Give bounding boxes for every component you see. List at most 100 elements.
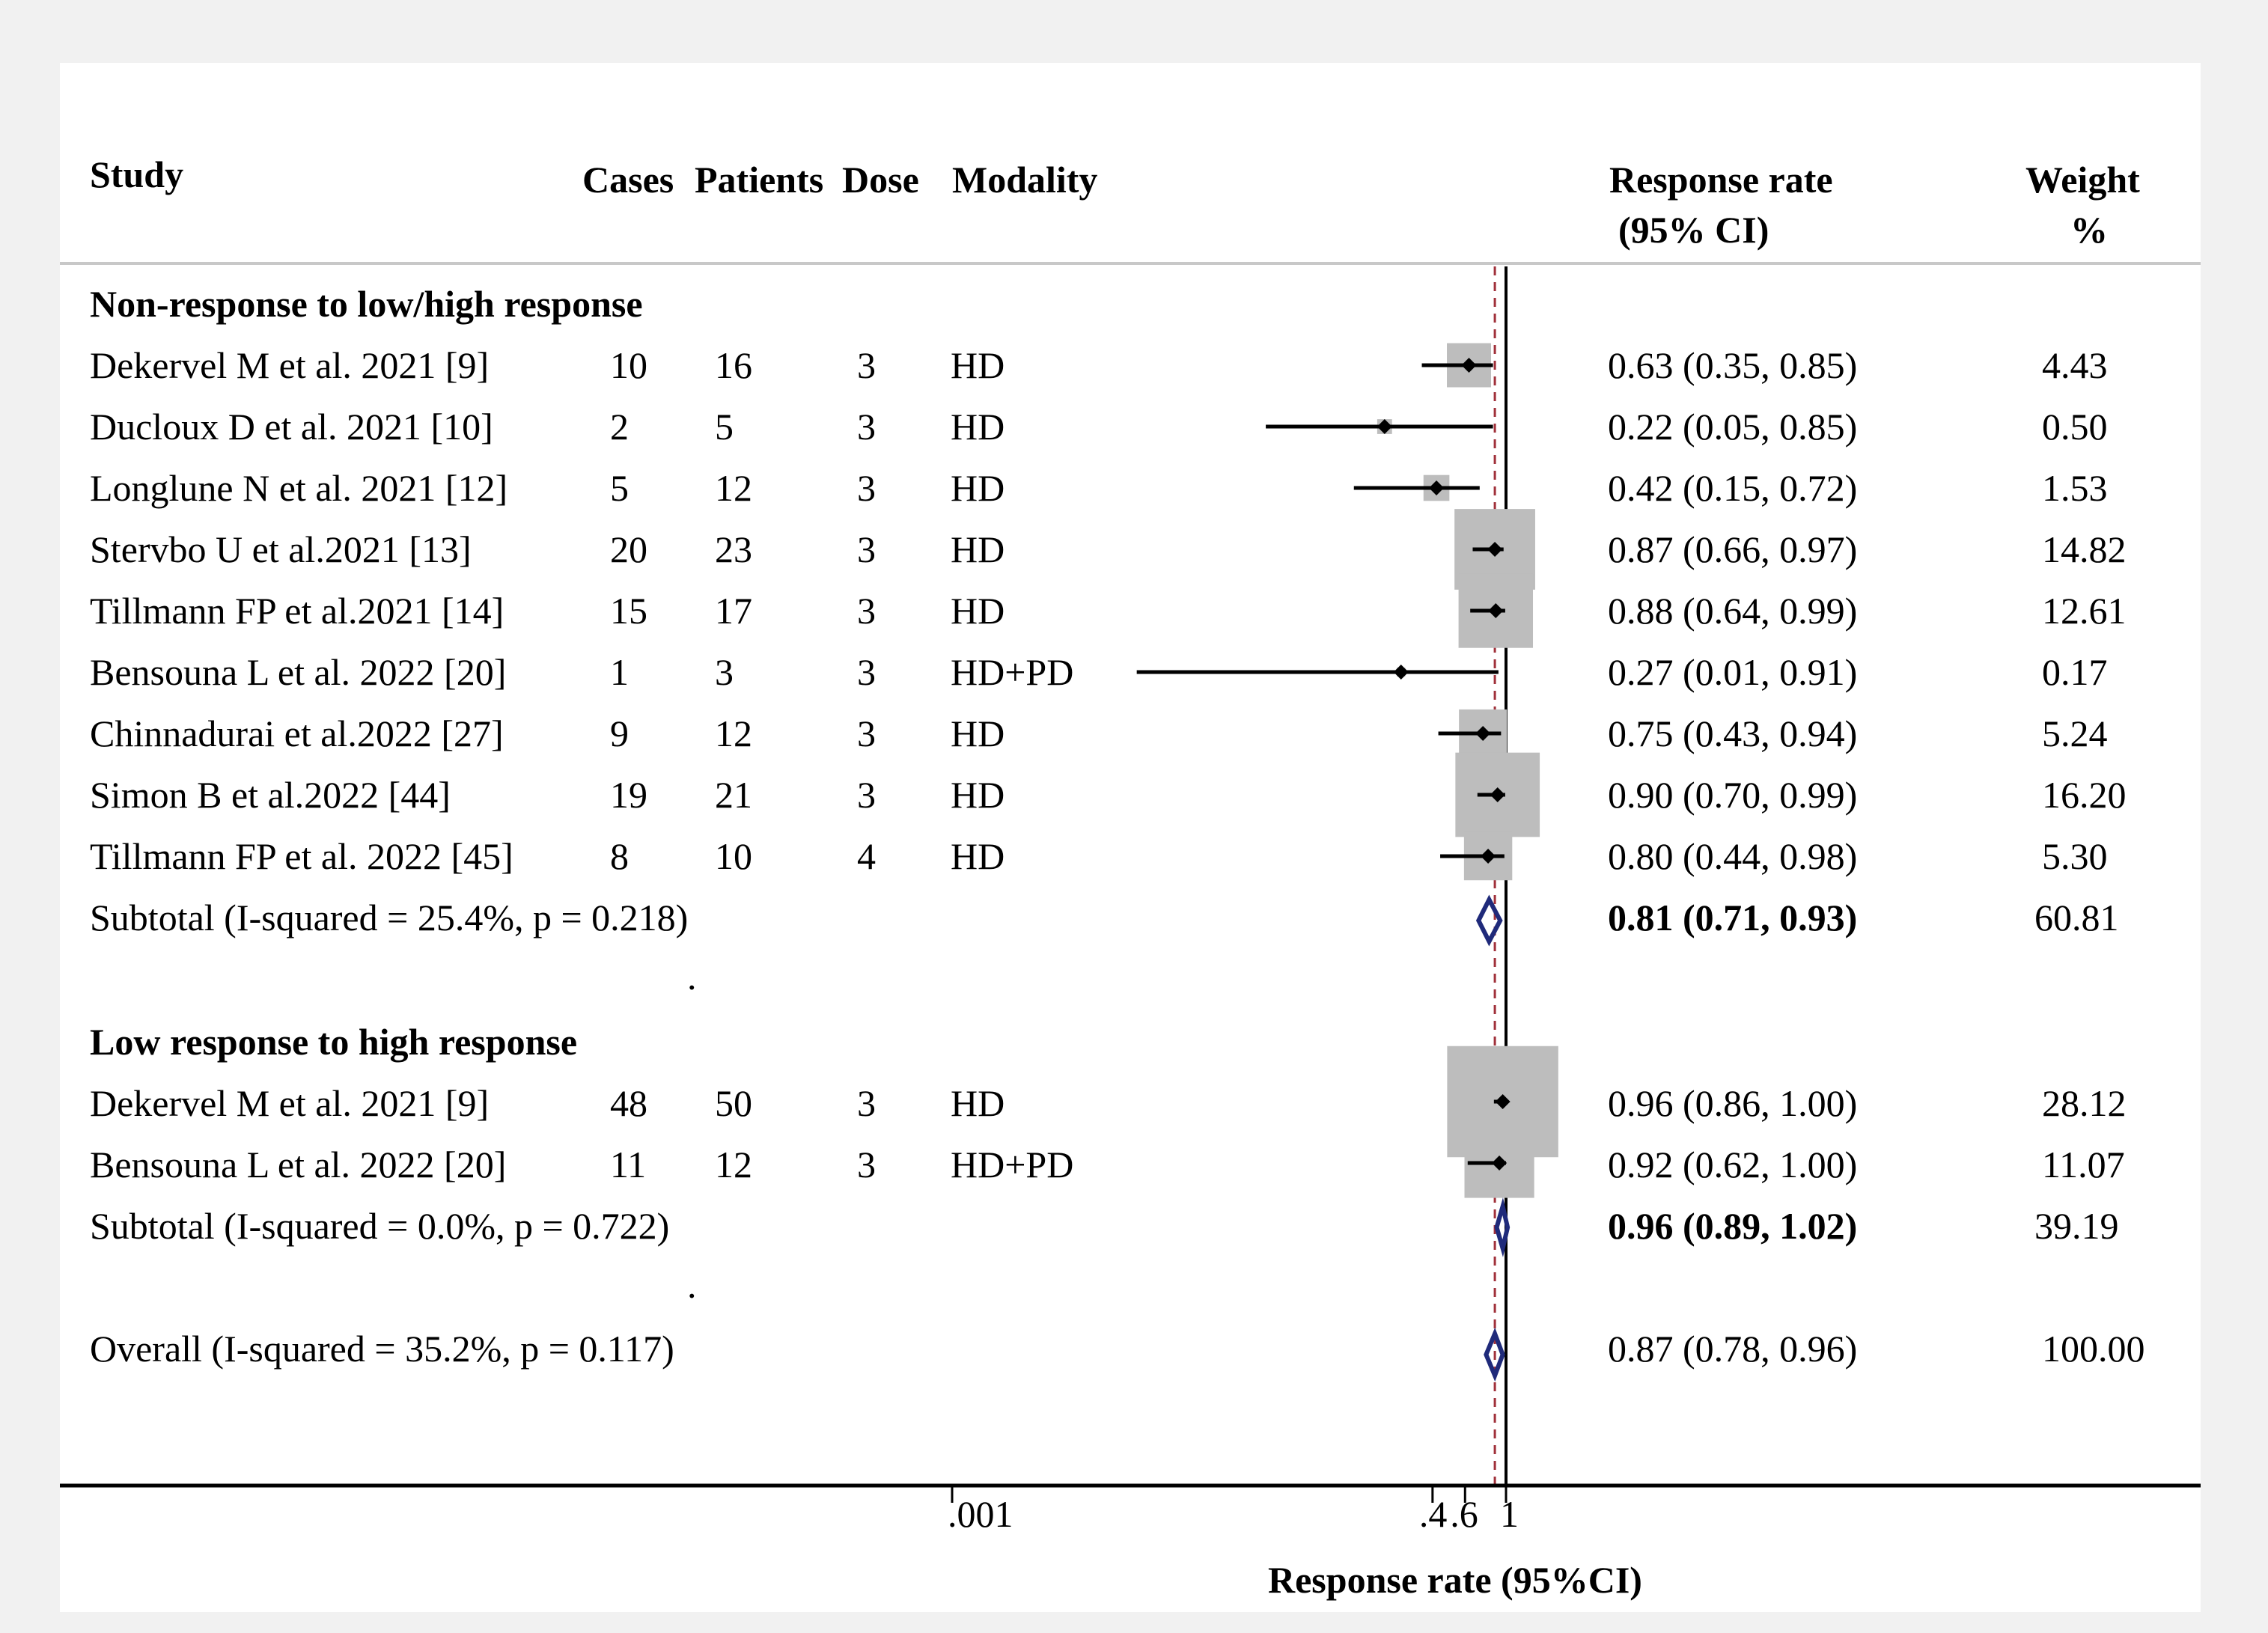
study-name: Dekervel M et al. 2021 [9] xyxy=(90,344,490,386)
study-weight: 11.07 xyxy=(2042,1144,2125,1185)
study-modality: HD+PD xyxy=(951,651,1074,693)
study-weight: 1.53 xyxy=(2042,467,2108,509)
study-weight: 0.50 xyxy=(2042,406,2108,448)
header-divider xyxy=(60,262,2201,265)
group-separator-dot: . xyxy=(687,1264,697,1306)
study-dose: 4 xyxy=(857,835,876,877)
study-ci: 0.92 (0.62, 1.00) xyxy=(1608,1144,1858,1185)
study-modality: HD xyxy=(951,835,1005,877)
study-dose: 3 xyxy=(857,467,876,509)
study-ci: 0.75 (0.43, 0.94) xyxy=(1608,712,1858,754)
group-separator-dot: . xyxy=(687,956,697,998)
study-modality: HD xyxy=(951,712,1005,754)
study-name: Dekervel M et al. 2021 [9] xyxy=(90,1082,490,1124)
header-patients: Patients xyxy=(695,159,824,201)
study-patients: 10 xyxy=(715,835,752,877)
overall-weight: 100.00 xyxy=(2042,1328,2145,1370)
study-point-estimate xyxy=(1481,849,1496,864)
study-dose: 3 xyxy=(857,1082,876,1124)
overall-ci: 0.87 (0.78, 0.96) xyxy=(1608,1328,1858,1370)
study-name: Chinnadurai et al.2022 [27] xyxy=(90,712,504,754)
study-cases: 19 xyxy=(610,774,647,816)
subtotal-label: Subtotal (I-squared = 0.0%, p = 0.722) xyxy=(90,1205,670,1247)
study-cases: 48 xyxy=(610,1082,647,1124)
subtotal-ci: 0.81 (0.71, 0.93) xyxy=(1608,897,1858,938)
header-response-rate: Response rate xyxy=(1609,159,1833,201)
study-weight: 4.43 xyxy=(2042,344,2108,386)
header-study: Study xyxy=(90,153,184,195)
study-dose: 3 xyxy=(857,651,876,693)
study-weight: 5.24 xyxy=(2042,712,2108,754)
study-cases: 2 xyxy=(610,406,629,448)
study-modality: HD xyxy=(951,528,1005,570)
study-ci: 0.63 (0.35, 0.85) xyxy=(1608,344,1858,386)
study-weight: 5.30 xyxy=(2042,835,2108,877)
study-patients: 50 xyxy=(715,1082,752,1124)
header-cases: Cases xyxy=(582,159,674,201)
overall-label: Overall (I-squared = 35.2%, p = 0.117) xyxy=(90,1328,674,1370)
study-ci: 0.22 (0.05, 0.85) xyxy=(1608,406,1858,448)
study-ci: 0.80 (0.44, 0.98) xyxy=(1608,835,1858,877)
study-weight: 28.12 xyxy=(2042,1082,2127,1124)
group-title: Non-response to low/high response xyxy=(90,283,643,325)
subtotal-label: Subtotal (I-squared = 25.4%, p = 0.218) xyxy=(90,897,689,938)
study-cases: 10 xyxy=(610,344,647,386)
study-dose: 3 xyxy=(857,1144,876,1185)
study-cases: 9 xyxy=(610,712,629,754)
study-dose: 3 xyxy=(857,406,876,448)
study-name: Bensouna L et al. 2022 [20] xyxy=(90,651,507,693)
study-patients: 3 xyxy=(715,651,734,693)
study-modality: HD xyxy=(951,590,1005,632)
study-patients: 17 xyxy=(715,590,752,632)
study-dose: 3 xyxy=(857,712,876,754)
study-point-estimate xyxy=(1393,665,1409,680)
study-name: Tillmann FP et al. 2022 [45] xyxy=(90,835,513,877)
study-point-estimate xyxy=(1487,542,1503,557)
subtotal-ci: 0.96 (0.89, 1.02) xyxy=(1608,1205,1858,1247)
study-name: Tillmann FP et al.2021 [14] xyxy=(90,590,504,632)
study-name: Stervbo U et al.2021 [13] xyxy=(90,528,472,570)
group-title: Low response to high response xyxy=(90,1021,578,1063)
study-ci: 0.90 (0.70, 0.99) xyxy=(1608,774,1858,816)
header-weight-pct: % xyxy=(2070,209,2108,251)
study-ci: 0.88 (0.64, 0.99) xyxy=(1608,590,1858,632)
study-dose: 3 xyxy=(857,344,876,386)
study-weight: 16.20 xyxy=(2042,774,2127,816)
study-dose: 3 xyxy=(857,590,876,632)
study-name: Simon B et al.2022 [44] xyxy=(90,774,451,816)
study-name: Ducloux D et al. 2021 [10] xyxy=(90,406,493,448)
study-patients: 23 xyxy=(715,528,752,570)
study-weight: 0.17 xyxy=(2042,651,2108,693)
x-axis-tick-label: .001 xyxy=(948,1493,1013,1535)
study-point-estimate xyxy=(1475,726,1491,741)
study-cases: 15 xyxy=(610,590,647,632)
study-dose: 3 xyxy=(857,774,876,816)
study-name: Bensouna L et al. 2022 [20] xyxy=(90,1144,507,1185)
study-modality: HD xyxy=(951,774,1005,816)
study-cases: 5 xyxy=(610,467,629,509)
study-ci: 0.42 (0.15, 0.72) xyxy=(1608,467,1858,509)
study-point-estimate xyxy=(1429,480,1445,495)
x-axis-tick-label: .6 xyxy=(1450,1493,1478,1535)
study-patients: 16 xyxy=(715,344,752,386)
study-point-estimate xyxy=(1377,419,1392,434)
study-ci: 0.96 (0.86, 1.00) xyxy=(1608,1082,1858,1124)
header-response-rate-ci: (95% CI) xyxy=(1618,209,1769,251)
study-cases: 8 xyxy=(610,835,629,877)
study-modality: HD+PD xyxy=(951,1144,1074,1185)
study-name: Longlune N et al. 2021 [12] xyxy=(90,467,508,509)
study-dose: 3 xyxy=(857,528,876,570)
study-ci: 0.87 (0.66, 0.97) xyxy=(1608,528,1858,570)
study-patients: 5 xyxy=(715,406,734,448)
study-point-estimate xyxy=(1495,1094,1511,1109)
subtotal-diamond xyxy=(1475,894,1503,947)
study-ci: 0.27 (0.01, 0.91) xyxy=(1608,651,1858,693)
study-patients: 21 xyxy=(715,774,752,816)
study-patients: 12 xyxy=(715,712,752,754)
header-weight: Weight xyxy=(2025,159,2140,201)
subtotal-weight: 39.19 xyxy=(2034,1205,2119,1247)
study-point-estimate xyxy=(1461,358,1477,373)
study-point-estimate xyxy=(1492,1156,1508,1170)
header-modality: Modality xyxy=(952,159,1098,201)
study-modality: HD xyxy=(951,467,1005,509)
